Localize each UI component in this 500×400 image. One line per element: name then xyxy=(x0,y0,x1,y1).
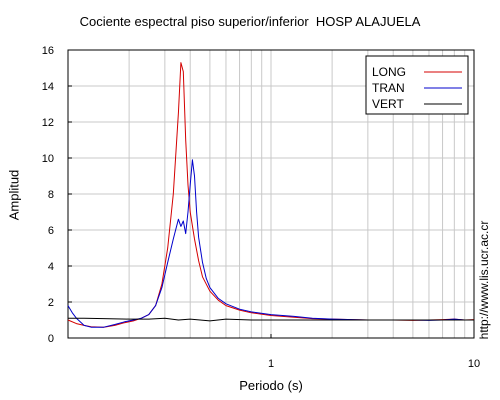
legend-label: LONG xyxy=(372,65,406,79)
y-tick-label: 6 xyxy=(48,225,54,237)
y-tick-label: 2 xyxy=(48,297,54,309)
chart-title: Cociente espectral piso superior/inferio… xyxy=(79,14,421,29)
y-axis-label: Amplitud xyxy=(6,169,22,221)
x-tick-label: 10 xyxy=(468,358,480,370)
x-axis-label: Periodo (s) xyxy=(239,378,303,393)
series-line-vert xyxy=(68,317,474,322)
legend-label: VERT xyxy=(372,97,404,111)
y-tick-label: 0 xyxy=(48,333,54,345)
legend-label: TRAN xyxy=(372,81,405,95)
y-tick-label: 4 xyxy=(48,261,54,273)
y-tick-label: 14 xyxy=(42,81,54,93)
y-tick-label: 16 xyxy=(42,45,54,57)
source-url: http://www.lis.ucr.ac.cr xyxy=(477,220,491,340)
y-tick-label: 10 xyxy=(42,153,54,165)
y-tick-label: 12 xyxy=(42,117,54,129)
x-tick-label: 1 xyxy=(268,358,274,370)
y-tick-label: 8 xyxy=(48,189,54,201)
